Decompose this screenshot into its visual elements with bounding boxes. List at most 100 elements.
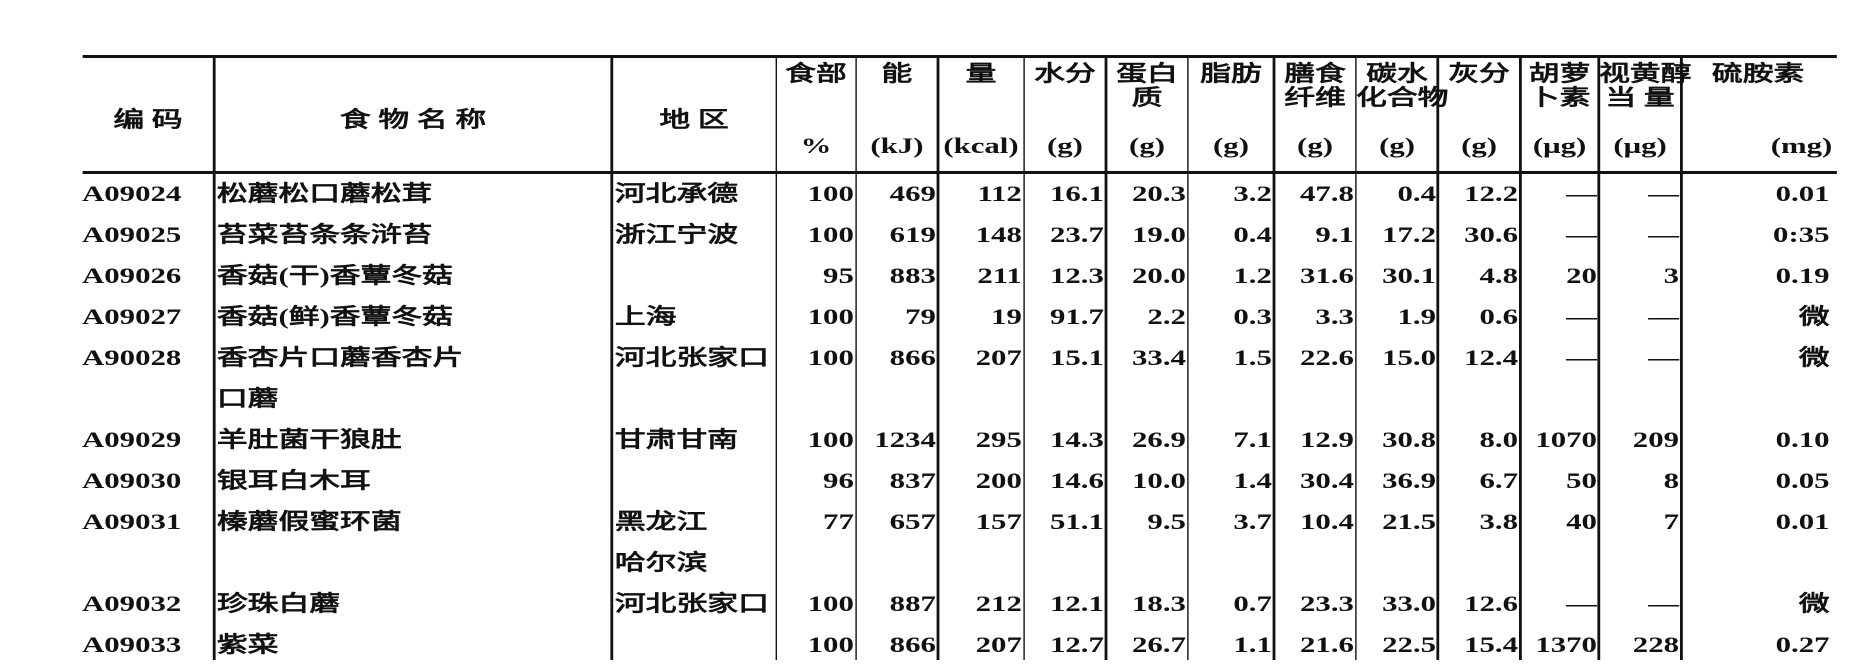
value-carb: 36.9 (1382, 468, 1436, 493)
header-unit: (μg) (1613, 133, 1667, 158)
value-fat: 1.2 (1233, 263, 1272, 288)
header-label: 食部 (785, 61, 847, 86)
value-energy_kj: 79 (905, 304, 936, 329)
value-carb: 33.0 (1382, 591, 1436, 616)
value-fat: 3.2 (1233, 181, 1272, 206)
value-water: 14.6 (1049, 468, 1104, 493)
header-label: 视黄醇 (1599, 61, 1692, 86)
header-unit: (g) (1297, 133, 1333, 158)
value-edible: 100 (807, 181, 854, 206)
value-fat: 7.1 (1233, 427, 1272, 452)
table-row: A09026 香菇(干)香蕈冬菇 95 883 211 12.3 20.0 1.2 31.6 30… (0, 255, 1873, 296)
value-carb: 21.5 (1382, 509, 1436, 534)
value-fat: 1.1 (1233, 632, 1272, 657)
value-energy_kcal: 212 (975, 591, 1022, 616)
region: 河北张家口 (614, 345, 769, 370)
header-carb: 碳水 化合物 (g) (1356, 58, 1448, 172)
header-unit: (kcal) (943, 133, 1019, 158)
value-thiamine: 0.19 (1775, 263, 1830, 288)
value-retinol: 209 (1632, 427, 1679, 452)
value-ash: 6.7 (1479, 468, 1518, 493)
table-row: A09031 榛蘑假蜜环菌 黑龙江 哈尔滨 77 657 157 51.1 9.5 3.7 10.… (0, 501, 1873, 583)
value-water: 23.7 (1049, 222, 1104, 247)
value-energy_kcal: 211 (977, 263, 1022, 288)
food-code: A09030 (82, 468, 182, 493)
value-energy_kcal: 19 (991, 304, 1022, 329)
value-fiber: 3.3 (1315, 304, 1354, 329)
value-energy_kcal: 207 (975, 345, 1022, 370)
value-ash: 12.6 (1464, 591, 1518, 616)
header-label: 灰分 (1448, 61, 1510, 86)
header-label: 当 量 (1605, 85, 1675, 110)
food-code: A09026 (82, 263, 182, 288)
food-code: A09032 (82, 591, 182, 616)
value-water: 15.1 (1049, 345, 1104, 370)
region: 浙江宁波 (614, 222, 739, 247)
value-fiber: 22.6 (1300, 345, 1354, 370)
header-energy_kj: 能 (kJ) (856, 58, 938, 172)
value-carb: 0.4 (1397, 181, 1436, 206)
value-ash: 3.8 (1479, 509, 1518, 534)
food-name: 紫菜 (216, 632, 279, 657)
value-carotene: 20 (1566, 263, 1597, 288)
value-retinol: 3 (1663, 263, 1679, 288)
food-name: 银耳白木耳 (216, 468, 371, 493)
value-energy_kj: 866 (889, 632, 936, 657)
value-thiamine: 微 (1798, 304, 1830, 329)
column-divider (1436, 58, 1440, 660)
value-retinol: — (1648, 345, 1679, 370)
region: 甘肃甘南 (614, 427, 739, 452)
value-energy_kcal: 200 (975, 468, 1022, 493)
value-carotene: 1370 (1535, 632, 1597, 657)
header-unit: (g) (1461, 133, 1498, 158)
header-unit: (mg) (1770, 133, 1833, 158)
value-energy_kj: 866 (889, 345, 936, 370)
header-unit: (g) (1379, 133, 1416, 158)
value-fat: 3.7 (1233, 509, 1272, 534)
value-water: 16.1 (1049, 181, 1104, 206)
food-name: 苔菜苔条条浒苔 (216, 222, 433, 247)
header-label: 碳水 (1366, 61, 1428, 86)
value-ash: 12.2 (1464, 181, 1518, 206)
column-divider (1104, 58, 1108, 660)
header-retinol: 视黄醇当 量 (μg) (1599, 58, 1692, 172)
value-protein: 33.4 (1132, 345, 1186, 370)
value-energy_kcal: 148 (975, 222, 1022, 247)
column-divider (1597, 58, 1601, 660)
value-thiamine: 0.05 (1775, 468, 1830, 493)
value-carb: 22.5 (1382, 632, 1436, 657)
table-row: A09030 银耳白木耳 96 837 200 14.6 10.0 1.4 30.4 36.9 6.… (0, 460, 1873, 501)
column-divider (1354, 58, 1358, 660)
value-water: 12.3 (1049, 263, 1104, 288)
food-code: A09025 (82, 222, 182, 247)
value-retinol: — (1648, 304, 1679, 329)
header-unit: (g) (1047, 133, 1083, 158)
value-water: 91.7 (1049, 304, 1104, 329)
header-label: 脂肪 (1200, 61, 1262, 86)
table-row: A09033 紫菜 100 866 207 12.7 26.7 1.1 21.6 22.5 15.4… (0, 624, 1873, 665)
value-edible: 100 (807, 591, 854, 616)
value-carotene: 40 (1566, 509, 1597, 534)
value-fat: 1.4 (1233, 468, 1272, 493)
food-name: 珍珠白蘑 (216, 591, 341, 616)
value-protein: 19.0 (1132, 222, 1186, 247)
header-carotene: 胡萝 卜素 (μg) (1520, 58, 1599, 172)
value-thiamine: 0.01 (1775, 181, 1830, 206)
column-divider (774, 58, 778, 660)
value-fat: 0.7 (1233, 591, 1272, 616)
header-label: 蛋白 (1116, 61, 1178, 86)
value-ash: 4.8 (1479, 263, 1518, 288)
column-divider (1272, 58, 1276, 660)
value-fiber: 47.8 (1300, 181, 1354, 206)
food-name: 香菇(干)香蕈冬菇 (216, 263, 453, 288)
header-energy_kcal: 量 (kcal) (938, 58, 1024, 172)
table-row: A09025 苔菜苔条条浒苔 浙江宁波 100 619 148 23.7 19.0 0.4 9.1… (0, 214, 1873, 255)
value-edible: 100 (807, 632, 854, 657)
value-fiber: 23.3 (1300, 591, 1354, 616)
value-water: 12.1 (1049, 591, 1104, 616)
header-label: 地 区 (659, 107, 729, 132)
value-carotene: — (1566, 345, 1597, 370)
value-energy_kcal: 207 (975, 632, 1022, 657)
header-edible: 食部% (776, 58, 856, 172)
value-thiamine: 0:35 (1773, 222, 1830, 247)
